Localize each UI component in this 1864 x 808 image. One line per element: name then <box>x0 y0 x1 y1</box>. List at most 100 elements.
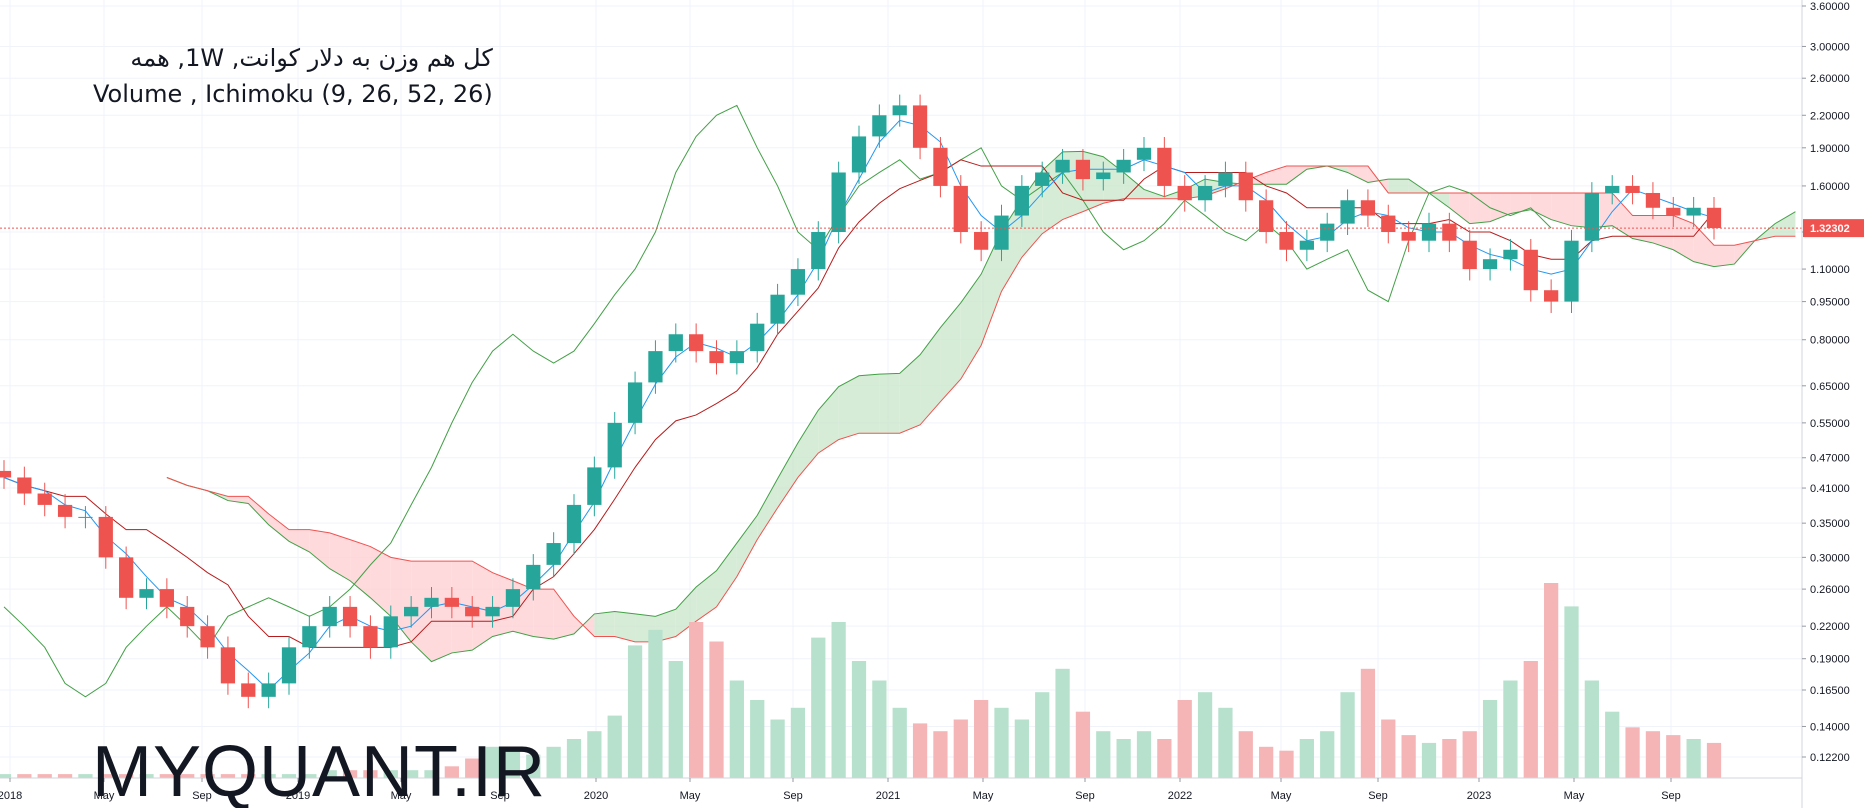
volume-bar <box>1279 750 1294 778</box>
ichimoku-cloud-segment <box>1347 166 1368 183</box>
volume-bar <box>770 719 785 778</box>
time-axis-label: Sep <box>1368 790 1388 802</box>
volume-bar <box>1666 735 1681 778</box>
volume-bar <box>566 739 582 778</box>
legend-symbol-line: کل هم وزن به دلار کوانت, 1W, همه <box>130 44 493 72</box>
candle-body <box>1360 200 1376 216</box>
chart-legend: کل هم وزن به دلار کوانت, 1W, همه Volume … <box>93 40 493 112</box>
time-axis-label: 2018 <box>0 790 22 802</box>
time-axis-label: May <box>1271 790 1292 802</box>
candle-body <box>1421 223 1437 241</box>
candle-body <box>1544 290 1559 302</box>
ichimoku-cloud-segment <box>1001 199 1022 292</box>
volume-bar <box>892 707 907 778</box>
ichimoku-cloud-segment <box>1652 215 1674 250</box>
candle-body <box>933 147 948 186</box>
ichimoku-cloud-segment <box>1286 166 1307 185</box>
ichimoku-cloud-segment <box>248 496 269 525</box>
time-axis-label: 2022 <box>1168 790 1192 802</box>
candle-body <box>1584 192 1599 241</box>
price-axis-label: 0.26000 <box>1810 584 1850 596</box>
volume-bar <box>668 661 683 778</box>
ichimoku-cloud-segment <box>1388 179 1409 193</box>
candle-body <box>444 597 459 607</box>
candle-body <box>1320 223 1335 241</box>
ichimoku-cloud-segment <box>920 327 941 425</box>
volume-bar <box>1035 692 1050 778</box>
candle-body <box>1503 249 1518 260</box>
candle-body <box>1096 172 1111 180</box>
candle-body <box>485 606 500 617</box>
watermark: MYQUANT.IR <box>92 732 547 808</box>
candle-body <box>1259 200 1274 233</box>
candle-body <box>465 606 480 617</box>
ichimoku-cloud-segment <box>309 529 330 569</box>
ichimoku-cloud-segment <box>1775 211 1796 237</box>
volume-bar <box>1523 661 1538 778</box>
candle-body <box>851 136 867 173</box>
ichimoku-cloud-segment <box>1266 166 1287 185</box>
volume-bar <box>1482 700 1498 778</box>
volume-bar <box>302 774 317 778</box>
price-axis-label: 0.16500 <box>1810 685 1850 697</box>
candle-body <box>1116 159 1131 173</box>
candle-body <box>1381 215 1396 233</box>
candle-body <box>546 543 561 565</box>
candle-body <box>1706 207 1722 229</box>
candle-body <box>729 351 744 364</box>
candle-body <box>1625 185 1640 193</box>
ichimoku-cloud-segment <box>981 231 1002 346</box>
candle-body <box>1197 185 1213 201</box>
candle-body <box>404 606 419 617</box>
last-price-label: 1.32302 <box>1810 223 1850 235</box>
volume-bar <box>1686 739 1701 778</box>
candle-body <box>1218 172 1233 186</box>
ichimoku-cloud-segment <box>1123 172 1144 199</box>
volume-bar <box>1157 739 1172 778</box>
candle-body <box>1482 259 1498 270</box>
volume-bar <box>526 754 541 778</box>
volume-bar <box>220 774 236 778</box>
volume-bar <box>119 774 134 778</box>
candle-body <box>831 172 846 233</box>
candle-body <box>709 351 724 364</box>
candle-body <box>383 616 398 648</box>
price-axis-label: 2.20000 <box>1810 110 1850 122</box>
price-axis-label: 0.12200 <box>1810 752 1850 764</box>
ichimoku-cloud-segment <box>736 515 758 577</box>
volume-bar <box>78 774 93 778</box>
volume-bar <box>444 766 459 778</box>
volume-bar <box>1360 668 1376 778</box>
ichimoku-cloud-segment <box>716 543 737 607</box>
ichimoku-cloud-segment <box>757 478 778 540</box>
price-axis-label: 0.55000 <box>1810 418 1850 430</box>
time-axis-label: Sep <box>1661 790 1681 802</box>
ichimoku-cloud-segment <box>492 572 513 637</box>
volume-bar <box>1218 707 1233 778</box>
price-axis-label: 1.60000 <box>1810 181 1850 193</box>
ichimoku-cloud-segment <box>1612 192 1633 239</box>
candle-body <box>241 683 256 697</box>
volume-bar <box>790 707 806 778</box>
volume-bar <box>0 774 12 778</box>
ichimoku-cloud-segment <box>879 373 900 434</box>
ichimoku-span-b <box>166 165 1796 643</box>
volume-bar <box>57 774 73 778</box>
price-axis-label: 1.90000 <box>1810 143 1850 155</box>
ichimoku-cloud-segment <box>1144 189 1165 199</box>
ichimoku-cloud-segment <box>940 302 961 402</box>
candle-body <box>526 564 541 590</box>
candle-body <box>811 232 826 270</box>
volume-bar <box>1299 739 1314 778</box>
candle-body <box>1645 192 1661 208</box>
candle-body <box>1605 185 1620 193</box>
price-axis-label: 2.60000 <box>1810 73 1850 85</box>
volume-bar <box>1544 583 1559 778</box>
last-price-badge <box>1803 219 1864 238</box>
time-axis-label: May <box>973 790 994 802</box>
ichimoku-cloud-segment <box>1714 245 1735 267</box>
ichimoku-cloud-segment <box>1021 170 1043 258</box>
volume-bar <box>1645 731 1661 778</box>
ichimoku-cloud-segment <box>1693 223 1714 267</box>
volume-bar <box>1401 735 1416 778</box>
